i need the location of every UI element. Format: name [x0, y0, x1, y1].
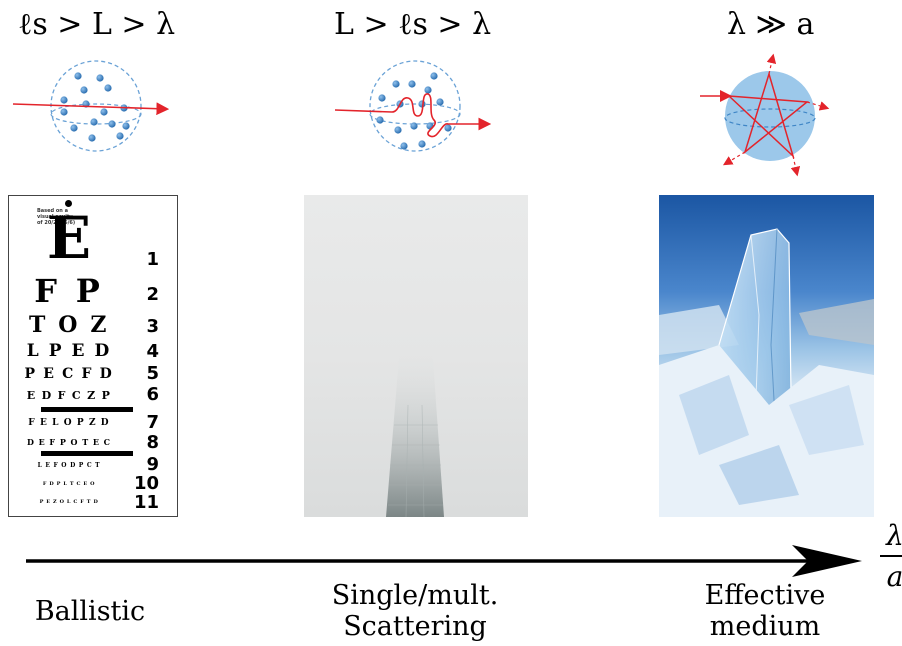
multiple-scattering-icon: [334, 60, 492, 152]
eye-chart-row: P E C F D: [24, 366, 114, 382]
ballistic-scattering-icon: [12, 60, 170, 152]
eye-chart-image: Based on a visual acuity of 20/20 (6/6) …: [8, 195, 178, 517]
eye-chart-row-number: 2: [146, 284, 159, 305]
eye-chart-dot: [65, 200, 72, 207]
eye-chart-row: L P E D: [26, 341, 112, 361]
eye-chart-row: T O Z: [28, 312, 110, 338]
eye-chart-row: F D P L T C E O: [42, 481, 96, 487]
eye-chart-row-number: 7: [146, 412, 159, 433]
regime-label-line: Scattering: [343, 611, 487, 643]
eye-chart-row-number: 4: [146, 341, 159, 362]
clear-ice-image: [659, 195, 874, 517]
axis-fraction-label: λ a: [880, 522, 902, 591]
eye-chart-row-number: 8: [146, 432, 159, 453]
condition-scattering: L > ℓs > λ: [334, 7, 492, 42]
effective-medium-icon: [700, 53, 830, 177]
foggy-tower-image: [304, 195, 528, 517]
tower-silhouette: [386, 345, 444, 517]
eye-chart-row-number: 10: [133, 473, 159, 494]
regime-label-scattering: Single/mult. Scattering: [310, 580, 520, 642]
regime-label-line: Ballistic: [34, 596, 146, 627]
eye-chart-header: Based on a visual acuity of 20/20 (6/6): [37, 208, 76, 226]
eye-chart-row: F P: [34, 272, 104, 310]
axis-denominator: a: [886, 560, 902, 593]
axis-fraction-bar: [880, 555, 902, 557]
eye-chart-row: E: [46, 204, 92, 272]
eye-chart-row-number: 6: [146, 384, 159, 405]
condition-ballistic: ℓs > L > λ: [18, 7, 176, 42]
eye-chart-row-number: 1: [146, 249, 159, 270]
eye-chart-row: D E F P O T E C: [26, 437, 111, 447]
regime-label-line: medium: [709, 611, 821, 643]
ice-shard-illustration: [659, 228, 874, 517]
eye-chart-row-number: 3: [146, 316, 159, 337]
regime-label-line: Single/mult.: [331, 580, 499, 611]
regime-label-ballistic: Ballistic: [20, 596, 160, 627]
regime-label-line: Effective: [704, 580, 826, 611]
axis-numerator: λ: [880, 522, 902, 550]
eye-chart-row-number: 5: [146, 363, 159, 384]
eye-chart-row: L E F O D P C T: [37, 462, 101, 469]
eye-chart-row: E D F C Z P: [26, 389, 112, 402]
eye-chart-row-number: 11: [133, 492, 159, 513]
scale-axis-arrow: [26, 545, 862, 577]
eye-chart-separator: [41, 407, 133, 412]
eye-chart-row: P E Z O L C F T D: [39, 499, 99, 505]
regime-label-effective-medium: Effective medium: [690, 580, 840, 642]
eye-chart-row-number: 9: [146, 454, 159, 475]
eye-chart-row: F E L O P Z D: [28, 418, 110, 428]
eye-chart-separator: [41, 451, 133, 456]
condition-effective-medium: λ ≫ a: [727, 7, 815, 42]
